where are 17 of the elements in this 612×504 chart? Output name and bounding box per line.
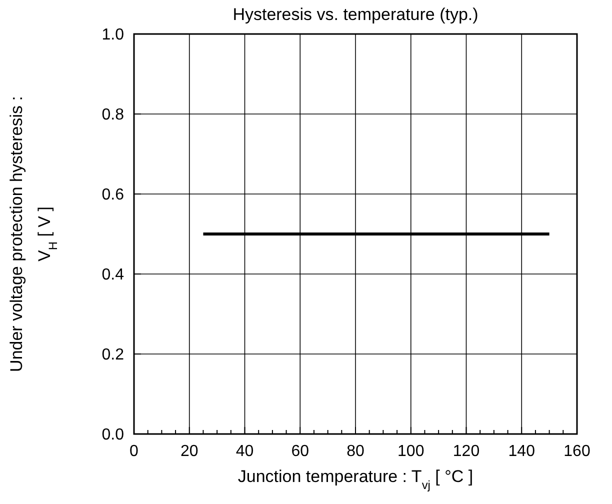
x-tick-label: 120 [452,443,480,460]
x-tick-label: 140 [508,443,536,460]
y-tick-label: 0.6 [102,186,124,204]
y-tick-label: 0.4 [102,266,124,284]
x-tick-label: 60 [291,443,310,460]
x-axis-title: Junction temperature : T$_{vj}$ [ °C ] [238,467,474,492]
y-tick-label: 0.2 [102,346,124,364]
y-tick-label: 1.0 [102,26,124,44]
x-tick-label: 80 [346,443,364,460]
x-tick-label: 20 [180,443,198,460]
chart-title: Hysteresis vs. temperature (typ.) [232,5,478,24]
x-tick-label: 160 [564,443,590,460]
y-tick-label: 0.8 [102,106,124,124]
x-tick-label: 0 [130,443,139,460]
y-tick-label: 0.0 [102,426,124,444]
x-tick-label: 100 [398,443,424,460]
x-tick-label: 40 [236,443,254,460]
